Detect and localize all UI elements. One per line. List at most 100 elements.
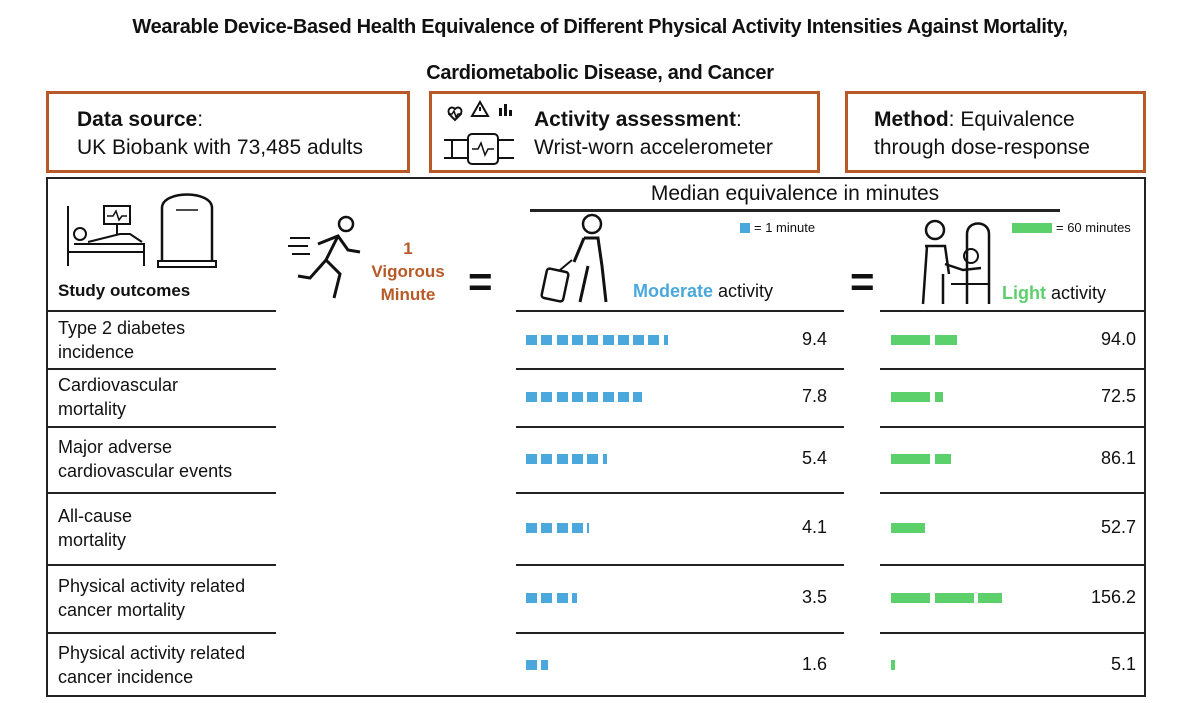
outcome-label-line: cancer mortality — [58, 600, 186, 620]
moderate-bar-block — [556, 454, 568, 464]
moderate-bar-block — [587, 523, 590, 533]
moderate-bar-block — [541, 659, 548, 670]
moderate-bar-block — [663, 334, 669, 345]
moderate-bar-block — [526, 392, 537, 402]
outcome-label: Major adverse cardiovascular events — [58, 435, 232, 483]
moderate-bar-block — [541, 523, 553, 533]
moderate-bar-block — [556, 392, 568, 402]
moderate-bar-block — [617, 392, 629, 402]
outcome-label: Type 2 diabetes incidence — [58, 316, 185, 364]
outcome-label: Physical activity related cancer incidenc… — [58, 641, 245, 689]
row-divider — [516, 632, 844, 634]
moderate-bar-block — [571, 392, 583, 402]
outcome-label-line: cancer incidence — [58, 666, 194, 687]
runner-icon — [288, 215, 361, 299]
moderate-bar-block — [541, 392, 553, 402]
hospital-gravestone-icon — [67, 193, 217, 268]
moderate-legend-swatch — [740, 223, 750, 233]
light-legend-swatch — [1012, 223, 1052, 233]
outcome-header-divider — [48, 310, 276, 312]
row-divider — [880, 368, 1144, 370]
light-bar-block — [934, 454, 952, 464]
outcome-label-line: All-cause — [58, 506, 133, 526]
row-divider — [48, 492, 276, 494]
moderate-bar-block — [587, 392, 599, 402]
outcome-label-line: cardiovascular events — [58, 461, 233, 481]
moderate-bar-block — [526, 593, 537, 603]
chart-title-line2: Cardiometabolic Disease, and Cancer — [426, 62, 774, 84]
moderate-activity-suffix: activity — [713, 281, 774, 301]
data-source-colon: : — [197, 108, 204, 131]
outcome-label: All-cause mortality — [58, 504, 132, 552]
moderate-bar-block — [648, 334, 660, 345]
moderate-bar-block — [587, 454, 599, 464]
outcome-label-line: Cardiovascular — [58, 375, 179, 395]
row-divider — [48, 426, 276, 428]
outcome-label-line: Major adverse — [58, 437, 173, 457]
moderate-bar-block — [602, 454, 607, 464]
light-word: Light — [1002, 283, 1046, 303]
row-divider — [880, 632, 1144, 634]
moderate-bar-block — [556, 334, 568, 345]
moderate-bar-block — [602, 334, 614, 345]
outcome-label-line: incidence — [58, 341, 135, 362]
light-bar-block — [934, 392, 943, 402]
moderate-bar-block — [541, 454, 553, 464]
equals-sign-2: = — [850, 258, 875, 305]
row-divider — [516, 426, 844, 428]
vigorous-minute-label: 1 Vigorous Minute — [366, 237, 450, 306]
vigorous-number: 1 — [403, 239, 413, 258]
outcome-label-line: Physical activity related — [58, 642, 246, 663]
moderate-bar-block — [541, 593, 553, 603]
walking-person-icon — [540, 213, 608, 303]
minute-word: Minute — [380, 285, 436, 304]
moderate-value-label: 1.6 — [801, 653, 827, 674]
activity-assessment-colon: : — [735, 108, 742, 131]
row-divider — [516, 492, 844, 494]
light-bar-block — [891, 593, 930, 603]
caregiver-icon — [921, 219, 991, 305]
moderate-bar-block — [571, 523, 583, 533]
row-divider — [48, 632, 276, 634]
results-panel — [46, 177, 1146, 697]
data-source-value: UK Biobank with 73,485 adults — [77, 136, 364, 159]
moderate-bar-block — [571, 454, 583, 464]
outcome-label-line: Physical activity related — [58, 576, 246, 596]
activity-assessment-label: Activity assessment — [534, 108, 736, 131]
activity-assessment-value: Wrist-worn accelerometer — [534, 136, 773, 159]
outcome-label-line: mortality — [58, 530, 127, 550]
row-divider — [516, 368, 844, 370]
moderate-value-label: 9.4 — [801, 328, 827, 349]
moderate-bar-block — [526, 454, 537, 464]
data-source-label: Data source — [77, 108, 198, 131]
moderate-bar-block — [617, 334, 629, 345]
data-source-box: Data source: UK Biobank with 73,485 adul… — [46, 91, 410, 173]
outcome-label: Physical activity related cancer mortalit… — [58, 574, 245, 622]
light-value-label: 156.2 — [1090, 587, 1136, 607]
moderate-bar-block — [633, 392, 642, 402]
moderate-value-label: 7.8 — [801, 386, 827, 406]
method-colon: : Equivalence — [948, 108, 1075, 131]
light-bar-block — [978, 593, 1002, 603]
light-value-label: 52.7 — [1100, 517, 1136, 537]
moderate-bar-block — [556, 523, 568, 533]
moderate-value-label: 3.5 — [801, 587, 827, 607]
wearable-device-icon — [444, 99, 514, 165]
light-bar-block — [891, 334, 930, 345]
moderate-bar-block — [571, 593, 578, 603]
median-equivalence-title: Median equivalence in minutes — [650, 182, 940, 205]
light-bar-block — [891, 392, 930, 402]
equals-sign-1: = — [468, 258, 493, 305]
light-value-label: 86.1 — [1100, 448, 1136, 468]
light-activity-label: Light activity — [1002, 283, 1106, 304]
light-bar-block — [934, 334, 957, 345]
light-bar-block — [891, 659, 895, 670]
moderate-bar-block — [526, 659, 537, 670]
moderate-word: Moderate — [633, 281, 714, 301]
method-box: Method: Equivalence through dose-respons… — [845, 91, 1146, 173]
row-divider — [48, 564, 276, 566]
light-bar-block — [934, 593, 974, 603]
outcome-label-line: mortality — [58, 399, 127, 419]
study-outcomes-header: Study outcomes — [58, 281, 191, 300]
row-divider — [880, 564, 1144, 566]
